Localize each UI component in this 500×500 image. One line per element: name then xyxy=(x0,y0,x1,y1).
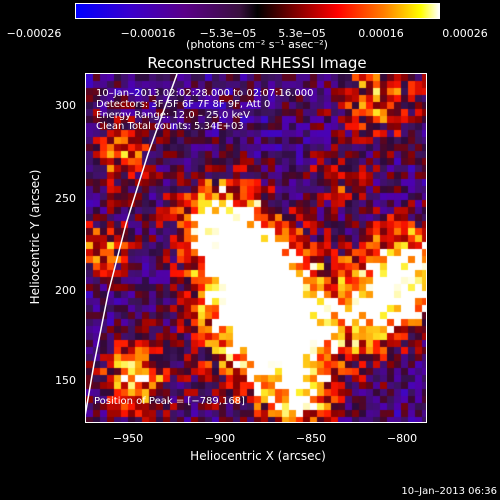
colorbar-tick: −0.00016 xyxy=(120,27,176,40)
info-detectors: Detectors: 3F 5F 6F 7F 8F 9F, Att 0 xyxy=(96,99,271,110)
colorbar-tick: −5.3e−05 xyxy=(199,27,257,40)
colorbar-units: (photons cm⁻² s⁻¹ asec⁻²) xyxy=(186,38,328,51)
x-tick: −850 xyxy=(295,432,327,445)
info-time-range: 10–Jan–2013 02:02:28.000 to 02:07:16.000 xyxy=(96,88,314,99)
y-axis-label: Heliocentric Y (arcsec) xyxy=(28,169,42,305)
colorbar-tick: 0.00016 xyxy=(358,27,404,40)
x-tick: −950 xyxy=(112,432,144,445)
x-axis-label: Heliocentric X (arcsec) xyxy=(190,449,326,463)
colorbar-tick: 0.00026 xyxy=(442,27,488,40)
plot-title: Reconstructed RHESSI Image xyxy=(147,54,367,72)
render-timestamp: 10–Jan–2013 06:36 xyxy=(401,486,497,497)
y-tick: 150 xyxy=(55,374,76,387)
y-tick: 200 xyxy=(55,284,76,297)
y-tick: 250 xyxy=(55,192,76,205)
y-tick: 300 xyxy=(55,99,76,112)
colorbar xyxy=(75,3,440,19)
info-energy-range: Energy Range: 12.0 – 25.0 keV xyxy=(96,110,250,121)
colorbar-tick: −0.00026 xyxy=(6,27,62,40)
peak-position: Position of Peak = [−789,168] xyxy=(94,396,245,407)
solar-limb-line xyxy=(86,74,178,415)
x-tick: −800 xyxy=(386,432,418,445)
info-clean-counts: Clean Total counts: 5.34E+03 xyxy=(96,121,244,132)
rhessi-heatmap xyxy=(86,74,426,422)
image-plot: 10–Jan–2013 02:02:28.000 to 02:07:16.000… xyxy=(85,73,427,423)
x-tick: −900 xyxy=(204,432,236,445)
colorbar-tick: 5.3e−05 xyxy=(278,27,326,40)
